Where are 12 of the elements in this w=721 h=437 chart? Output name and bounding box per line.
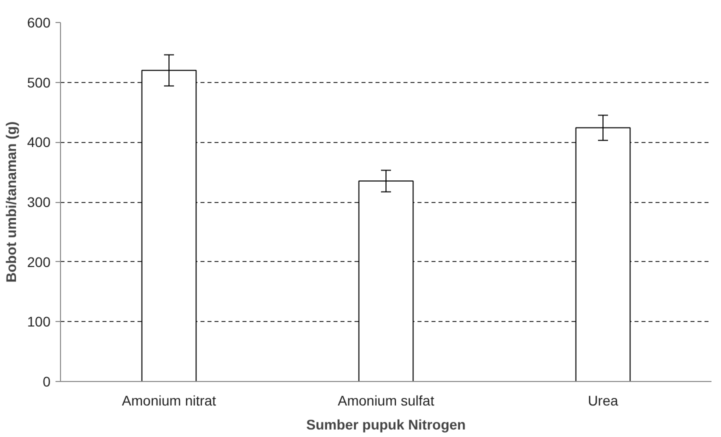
y-tick-label: 400 (27, 134, 51, 150)
x-axis-title: Sumber pupuk Nitrogen (306, 416, 466, 432)
x-tick-label: Amonium nitrat (122, 392, 216, 408)
y-tick-label: 600 (27, 14, 51, 30)
y-tick-label: 0 (42, 374, 51, 390)
y-tick-label: 500 (27, 74, 51, 90)
x-tick-label: Urea (588, 392, 618, 408)
y-tick-label: 200 (27, 254, 51, 270)
x-tick-label: Amonium sulfat (338, 392, 434, 408)
y-tick-label: 100 (27, 314, 51, 330)
y-tick-label: 300 (27, 194, 51, 210)
y-axis-title: Bobot umbi/tanaman (g) (3, 121, 20, 282)
